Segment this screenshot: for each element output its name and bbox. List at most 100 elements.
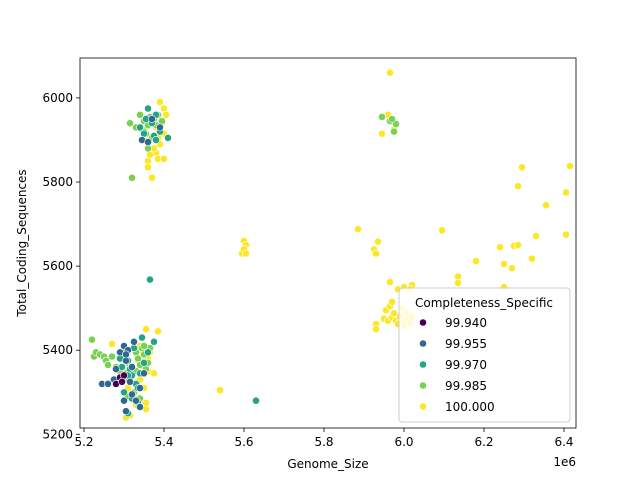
data-point <box>130 337 138 346</box>
x-tick-label: 6.4 <box>554 435 573 449</box>
data-point <box>164 133 172 142</box>
data-point <box>144 138 152 146</box>
data-point <box>144 104 152 113</box>
data-point <box>454 278 462 287</box>
data-point <box>120 388 128 397</box>
legend: Completeness_Specific 99.940 99.955 99.970… <box>398 287 571 423</box>
x-axis-offset-label: 1e6 <box>553 455 576 469</box>
data-point <box>150 337 158 346</box>
x-axis-label: Genome_Size <box>287 457 368 471</box>
data-point <box>144 163 152 172</box>
data-point <box>140 358 148 367</box>
data-point <box>104 360 112 369</box>
legend-label: 99.940 <box>445 316 487 330</box>
data-point <box>508 264 516 273</box>
y-tick-label: 5400 <box>42 343 73 357</box>
data-point <box>532 231 540 240</box>
y-tick-label: 5600 <box>42 259 73 273</box>
data-point <box>518 163 526 172</box>
data-point <box>438 226 446 235</box>
legend-box <box>398 287 571 423</box>
data-point <box>386 68 394 77</box>
legend-marker <box>419 339 427 348</box>
data-point <box>242 249 250 258</box>
data-point <box>136 384 144 392</box>
legend-entries: 99.940 99.955 99.970 99.985 100.000 <box>419 316 495 414</box>
data-point <box>120 371 128 380</box>
legend-label: 99.970 <box>445 358 487 372</box>
data-point <box>148 115 156 123</box>
data-point <box>142 325 150 334</box>
data-point <box>154 327 162 336</box>
data-point <box>372 325 380 334</box>
x-tick-label: 5.4 <box>154 435 173 449</box>
x-tick-label: 6.2 <box>474 435 493 449</box>
data-point <box>128 363 136 371</box>
data-point <box>136 110 144 119</box>
y-axis: 5200 5400 5600 5800 6000 <box>42 91 80 441</box>
data-point <box>528 254 536 263</box>
data-point <box>88 335 96 344</box>
data-point <box>500 260 508 268</box>
legend-marker <box>419 318 427 327</box>
data-point <box>374 237 382 246</box>
legend-label: 99.985 <box>445 379 487 393</box>
data-point <box>138 333 146 342</box>
data-point <box>126 377 134 386</box>
data-point <box>162 110 170 119</box>
data-point <box>128 390 136 399</box>
data-point <box>136 123 144 132</box>
data-point <box>128 173 136 182</box>
legend-label: 100.000 <box>445 400 495 414</box>
data-point <box>390 127 398 136</box>
data-point <box>378 129 386 138</box>
data-point <box>390 309 398 318</box>
data-point <box>156 123 164 132</box>
data-point <box>148 173 156 182</box>
plot-frame <box>79 57 577 429</box>
data-point <box>216 386 224 395</box>
legend-label: 99.955 <box>445 337 487 351</box>
data-point <box>252 396 260 405</box>
points-layer <box>88 68 574 422</box>
data-point <box>150 369 158 378</box>
y-axis-label: Total_Coding_Sequences <box>15 169 29 317</box>
y-tick-label: 5200 <box>42 427 73 441</box>
legend-marker <box>419 402 427 411</box>
data-point <box>136 403 144 411</box>
legend-marker <box>419 360 427 369</box>
data-point <box>160 154 168 163</box>
data-point <box>144 348 152 357</box>
x-tick-label: 5.6 <box>234 435 253 449</box>
x-tick-label: 6.0 <box>394 435 413 449</box>
data-point <box>152 136 160 144</box>
legend-marker <box>419 381 427 390</box>
data-point <box>542 201 550 210</box>
data-point <box>566 162 574 170</box>
data-point <box>122 350 130 359</box>
data-point <box>386 278 394 286</box>
data-point <box>108 339 116 348</box>
data-point <box>140 369 148 378</box>
data-point <box>126 119 134 128</box>
x-tick-label: 5.2 <box>74 435 93 449</box>
data-point <box>514 182 522 191</box>
data-point <box>108 352 116 361</box>
y-tick-label: 6000 <box>42 91 73 105</box>
data-point <box>472 257 480 265</box>
y-tick-label: 5800 <box>42 175 73 189</box>
data-point <box>122 407 130 416</box>
data-point <box>496 243 504 252</box>
data-point <box>514 241 522 249</box>
legend-title: Completeness_Specific <box>415 296 553 310</box>
data-point <box>372 249 380 258</box>
data-point <box>140 342 148 350</box>
data-point <box>132 396 140 405</box>
x-axis: 5.2 5.4 5.6 5.8 6.0 6.2 6.4 <box>74 428 574 449</box>
data-point <box>354 225 362 233</box>
data-point <box>562 230 570 239</box>
data-point <box>104 379 112 388</box>
data-point <box>378 113 386 121</box>
data-point <box>388 297 396 306</box>
